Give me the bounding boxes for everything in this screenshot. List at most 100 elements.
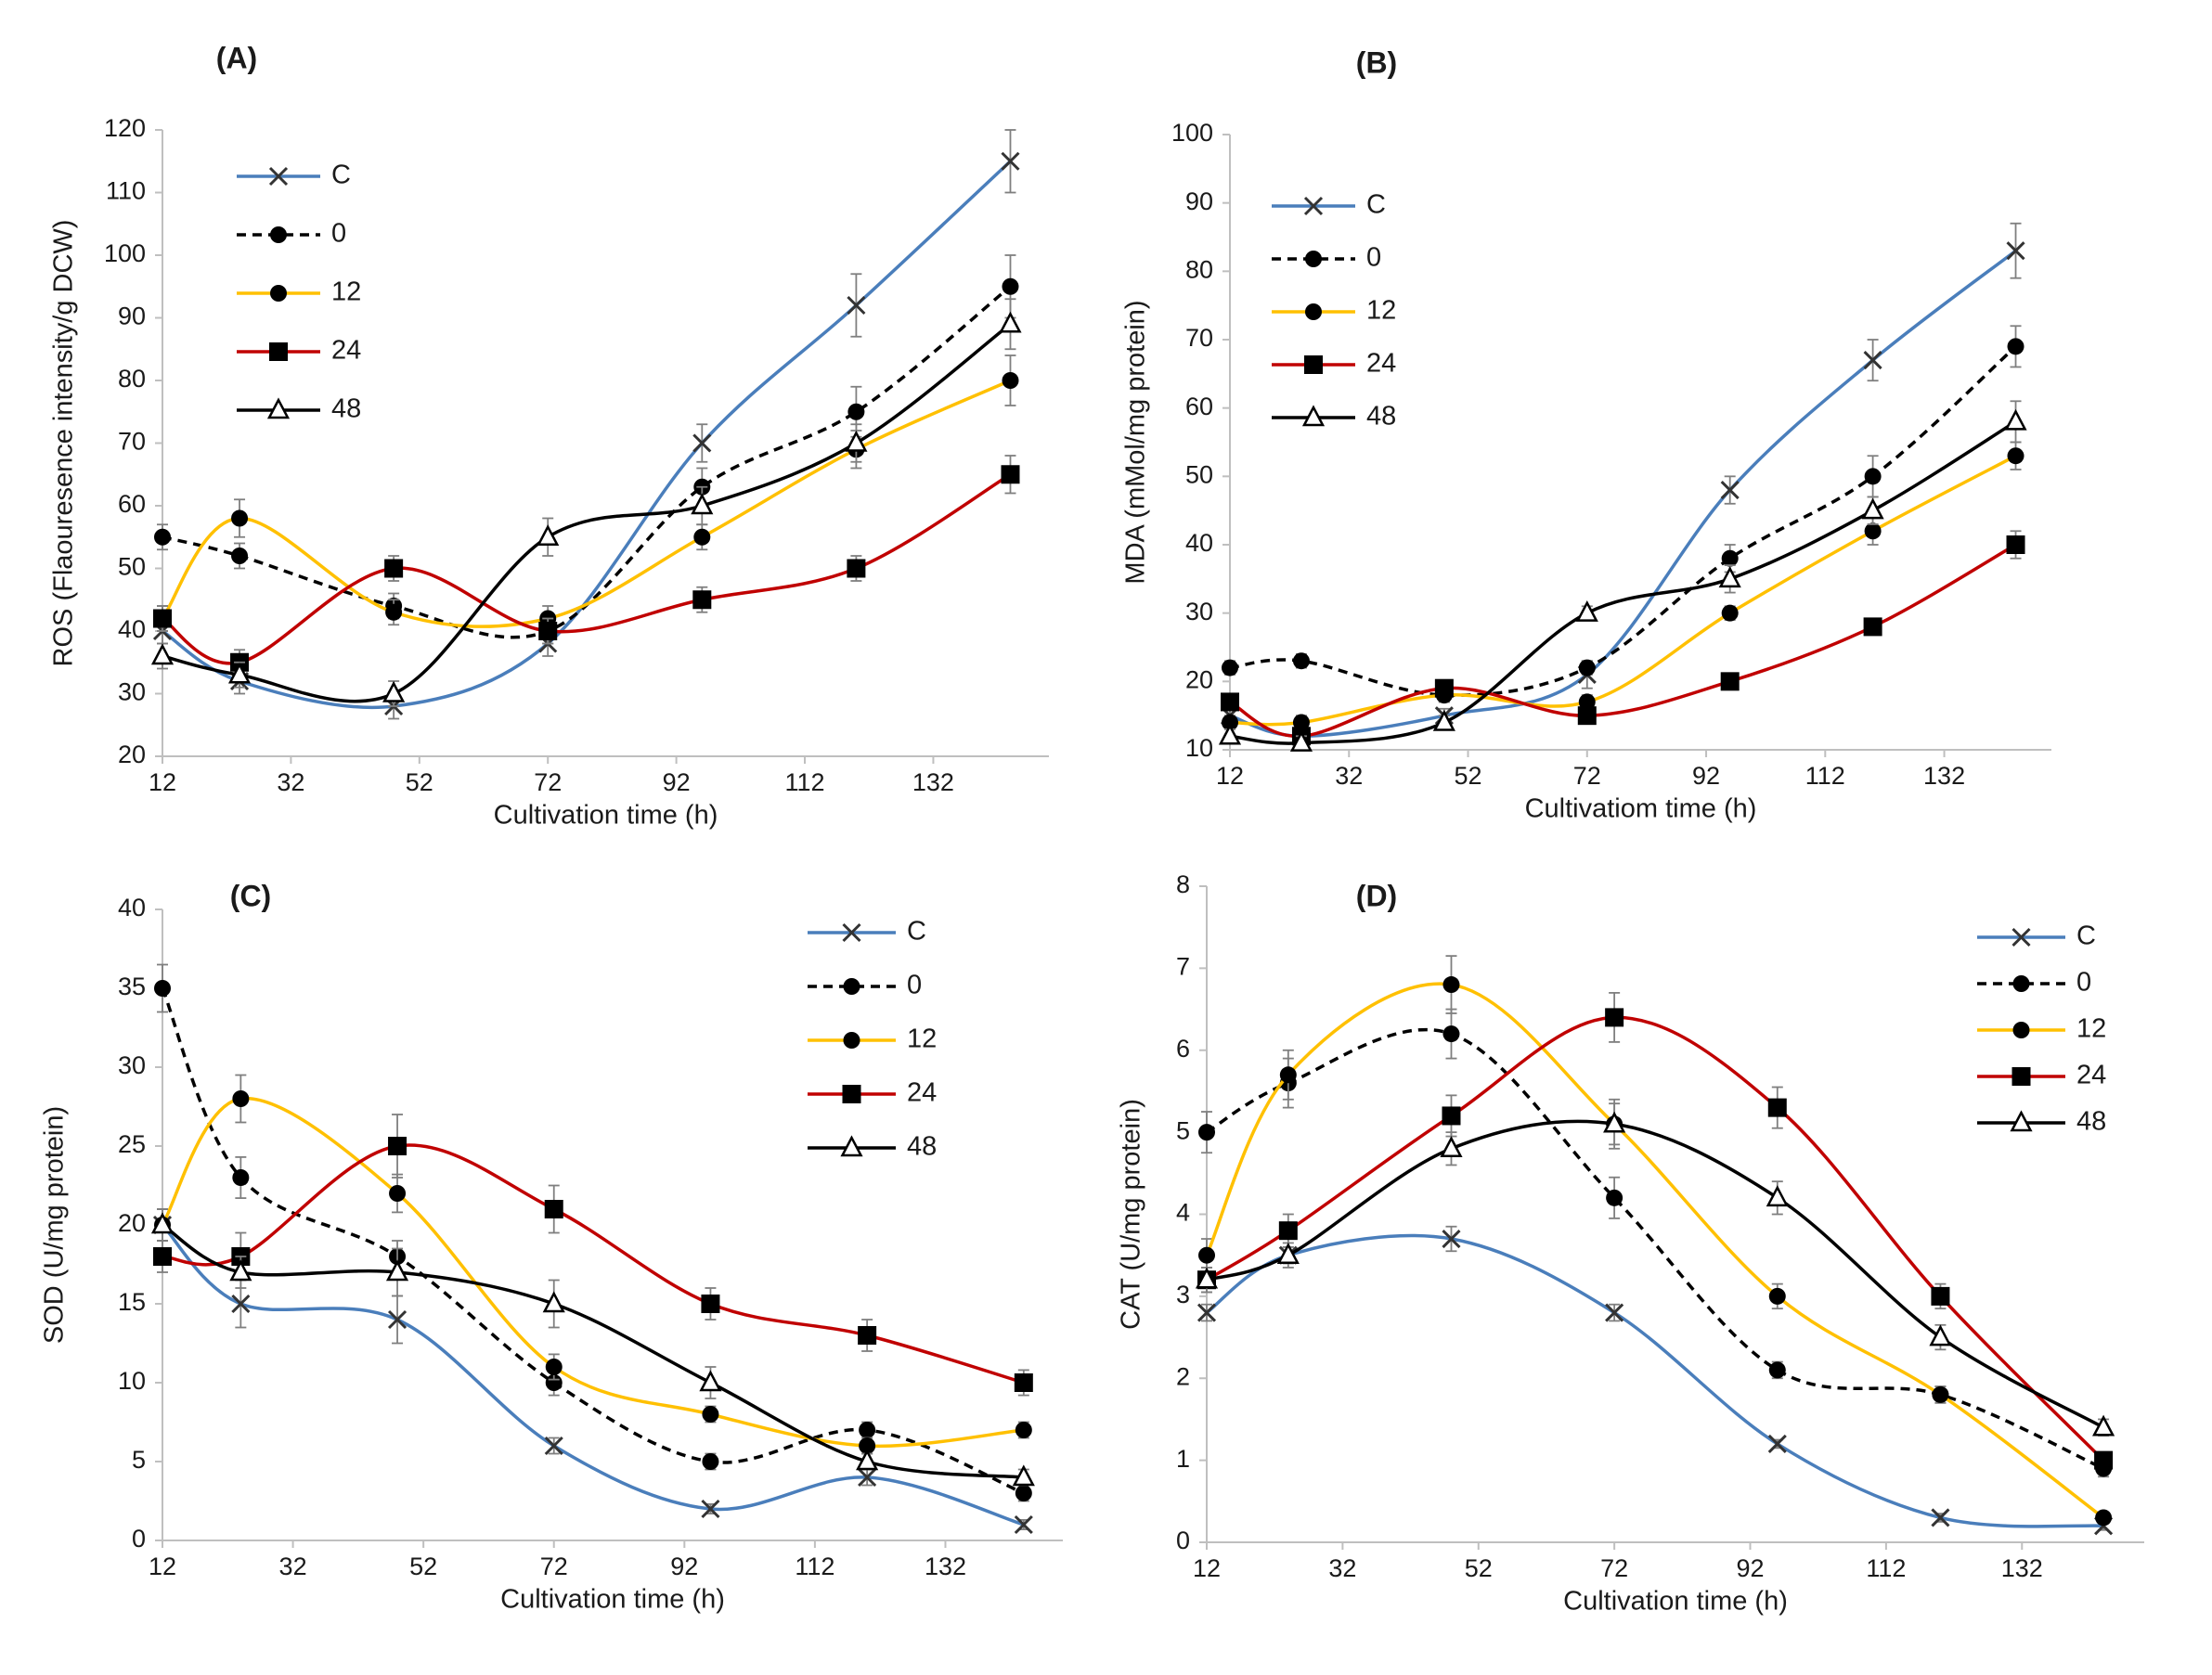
data-point-48-2 — [1440, 1136, 1463, 1158]
data-point-12-6 — [2007, 447, 2024, 465]
series-0 — [154, 963, 1032, 1502]
data-point-24-5 — [1931, 1286, 1950, 1306]
data-point-48-6 — [2092, 1414, 2115, 1437]
data-point-0-1 — [1292, 652, 1310, 670]
legend-circle-icon — [2012, 1022, 2030, 1038]
data-point-24-3 — [1605, 1008, 1624, 1027]
data-point-0-1 — [232, 1169, 250, 1186]
legend-item-48: 48 — [237, 394, 361, 424]
x-tick-label: 32 — [1328, 1554, 1356, 1582]
data-point-C-5-stroke-b — [858, 1467, 877, 1488]
data-point-C-2-stroke-b — [387, 1309, 407, 1330]
legend-label: 0 — [1366, 243, 1381, 273]
y-tick-label: 25 — [118, 1130, 146, 1158]
data-point-48-1 — [229, 1259, 252, 1282]
data-point-12-5 — [1932, 1385, 1949, 1403]
legend-label: 12 — [1366, 296, 1396, 326]
data-point-0-3 — [1606, 1189, 1623, 1206]
data-point-0-0 — [154, 528, 171, 546]
data-point-C-2 — [1442, 1229, 1461, 1249]
x-tick-label: 92 — [663, 768, 691, 796]
y-tick-label: 0 — [132, 1525, 146, 1553]
x-tick-label: 32 — [277, 768, 304, 796]
data-point-C-3 — [1605, 1303, 1624, 1322]
data-point-12-0 — [1198, 1246, 1215, 1264]
x-axis-title: Cultivation time (h) — [1563, 1587, 1788, 1617]
legend-x-icon — [1303, 196, 1324, 216]
data-point-48-4 — [691, 493, 714, 515]
legend-label: 12 — [2076, 1014, 2106, 1044]
y-tick-label: 0 — [1176, 1527, 1190, 1554]
data-point-24-5 — [847, 559, 866, 578]
data-point-12-4 — [1721, 604, 1739, 622]
chart-panel-1: 10 20 30 40 50 60 70 80 90 100 12 32 52 72 92 112 132 Cul… — [1121, 45, 2051, 824]
series-line-48 — [1229, 419, 2017, 745]
data-point-C-5-stroke-b — [1863, 351, 1882, 370]
legend-triangle-icon — [2010, 1110, 2033, 1132]
data-point-C-6 — [1014, 1514, 1033, 1535]
series-line-0 — [161, 987, 1025, 1495]
x-tick-label: 92 — [1736, 1554, 1764, 1582]
data-point-24-5 — [1863, 617, 1882, 637]
legend-x-icon-stroke-b — [842, 922, 861, 943]
data-point-48-1 — [227, 662, 252, 684]
series-line-C — [1205, 1233, 2104, 1528]
data-point-48-0 — [150, 643, 175, 665]
legend-item-48: 48 — [1272, 402, 1396, 432]
data-point-C-4-stroke-b — [1720, 481, 1740, 500]
series-48 — [1195, 1102, 2115, 1437]
y-tick-label: 35 — [118, 973, 146, 1000]
data-point-24-2 — [388, 1137, 407, 1155]
legend-triangle-icon — [1301, 405, 1326, 427]
legend-item-0: 0 — [1272, 243, 1381, 273]
data-point-12-5 — [1864, 522, 1882, 540]
data-point-48-4 — [699, 1370, 722, 1392]
data-point-48-3 — [1575, 599, 1598, 622]
series-12 — [154, 354, 1019, 632]
data-point-24-2 — [1434, 678, 1454, 698]
y-tick-label: 100 — [104, 239, 146, 267]
series-line-24 — [161, 472, 1012, 665]
legend-item-12: 12 — [1272, 296, 1396, 326]
x-tick-label: 112 — [1805, 762, 1845, 790]
y-tick-label: 20 — [1185, 665, 1213, 693]
x-tick-label: 132 — [925, 1553, 966, 1580]
data-point-24-6 — [2006, 535, 2025, 554]
data-point-0-1 — [231, 548, 249, 564]
data-point-12-2 — [1442, 976, 1460, 994]
legend-x-icon — [268, 166, 289, 187]
data-point-12-4 — [702, 1406, 719, 1423]
x-tick-label: 12 — [1193, 1554, 1221, 1582]
data-point-48-3 — [537, 524, 560, 546]
data-point-12-2 — [389, 1185, 407, 1202]
data-point-0-0 — [1222, 659, 1238, 676]
data-point-0-0 — [1198, 1124, 1215, 1141]
data-point-12-4 — [1768, 1287, 1786, 1305]
y-tick-label: 90 — [118, 303, 146, 330]
data-point-48-6 — [2004, 408, 2027, 431]
data-point-C-5 — [1931, 1508, 1950, 1527]
data-point-C-2 — [387, 1309, 407, 1330]
data-point-C-6-stroke-b — [2006, 241, 2025, 261]
legend-label: 24 — [1366, 349, 1396, 379]
y-tick-label: 100 — [1171, 119, 1213, 147]
x-axis-title: Cultivation time (h) — [494, 801, 718, 831]
legend-label: C — [1366, 190, 1386, 220]
legend-item-0: 0 — [1977, 968, 2091, 998]
legend: C 0 12 24 48 — [237, 161, 361, 424]
y-tick-label: 10 — [1185, 734, 1213, 762]
x-tick-label: 32 — [1335, 762, 1363, 790]
x-tick-label: 52 — [409, 1553, 437, 1580]
data-point-48-3 — [1603, 1111, 1626, 1133]
data-point-24-4 — [1720, 672, 1740, 691]
x-tick-label: 92 — [670, 1553, 698, 1580]
data-point-C-6 — [1001, 151, 1020, 171]
data-point-C-3-stroke-b — [1605, 1303, 1624, 1322]
legend-square-icon — [2011, 1067, 2031, 1086]
series-line-24 — [1206, 1015, 2105, 1462]
legend-triangle-icon — [266, 397, 291, 419]
legend-x-icon — [842, 922, 861, 943]
data-point-48-6 — [1012, 1464, 1035, 1487]
data-point-48-5 — [1861, 497, 1884, 520]
